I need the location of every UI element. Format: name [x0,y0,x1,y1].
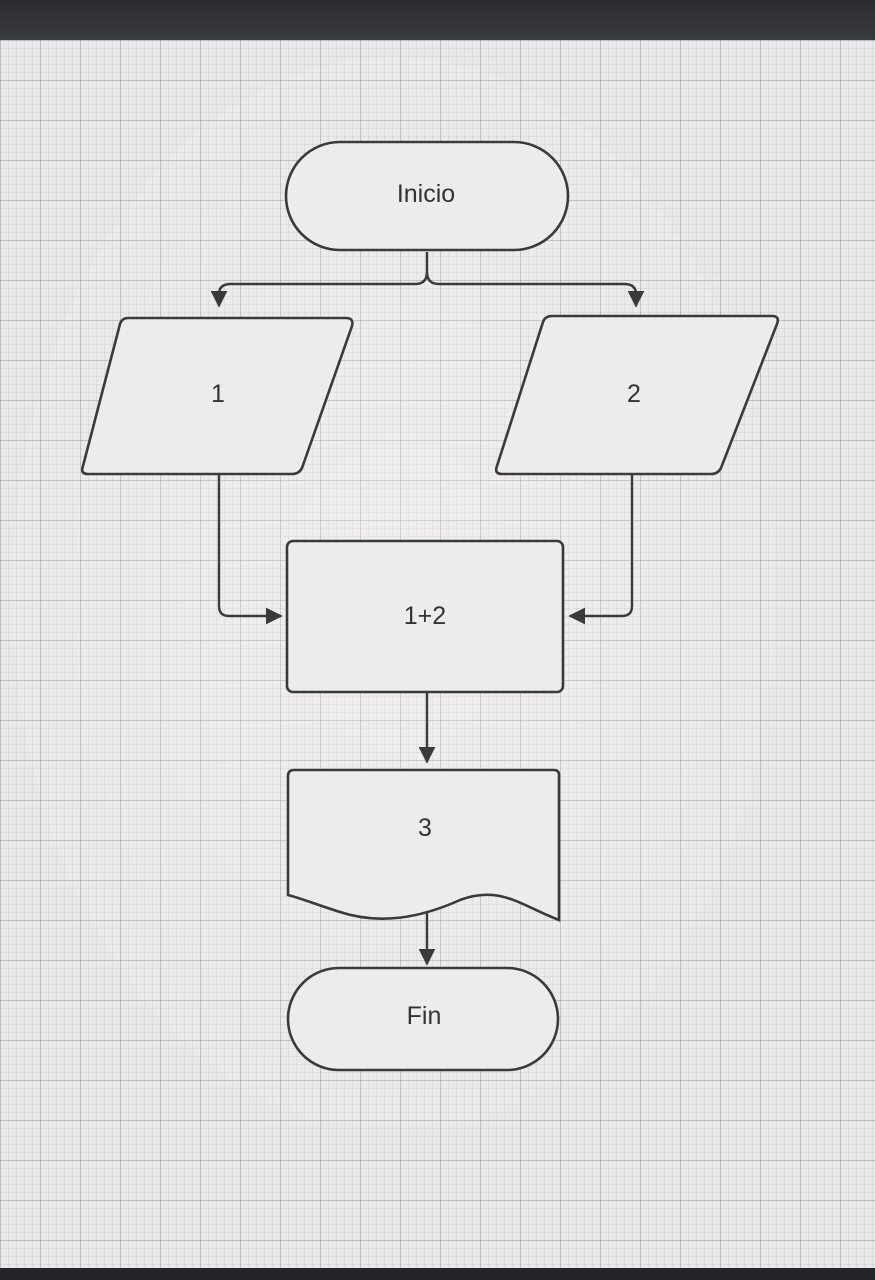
start-label: Inicio [397,180,455,208]
process-box[interactable]: 1+2 [285,539,565,694]
end-terminator[interactable]: Fin [286,966,560,1072]
connectors [210,252,645,966]
input-2-label: 2 [627,380,641,408]
input-1-label: 1 [211,380,225,408]
input-1-parallelogram[interactable]: 1 [80,316,354,476]
edge-input-2-to-process [568,474,634,625]
start-terminator[interactable]: Inicio [284,140,570,252]
monitor-top-bezel [0,0,875,44]
output-document[interactable]: 3 [286,768,561,922]
input-2-parallelogram[interactable]: 2 [494,314,780,476]
edge-start-stem [210,252,429,308]
edge-input-1-to-process [217,474,283,625]
process-label: 1+2 [404,602,446,630]
output-label: 3 [418,814,432,842]
end-label: Fin [407,1002,442,1030]
monitor-bottom-bezel [0,1268,875,1280]
edge-start-to-input-2 [425,271,645,308]
